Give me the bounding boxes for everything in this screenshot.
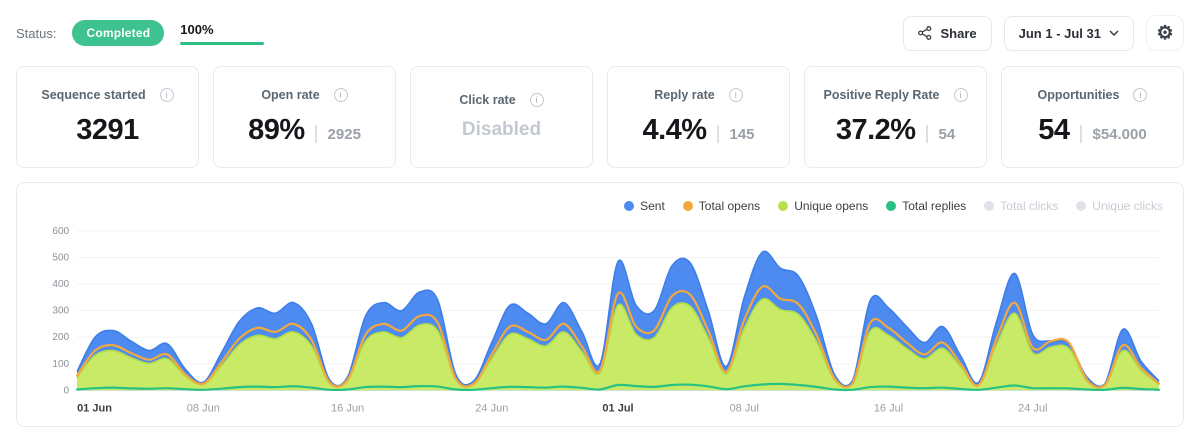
stat-title: Open rate bbox=[261, 87, 320, 102]
info-icon[interactable] bbox=[529, 93, 544, 107]
legend-item-total-clicks[interactable]: Total clicks bbox=[984, 199, 1058, 213]
settings-button[interactable] bbox=[1146, 15, 1184, 51]
y-axis-tick: 0 bbox=[64, 385, 70, 396]
progress-indicator: 100% bbox=[180, 21, 265, 45]
series-area-unique-opens bbox=[77, 298, 1159, 391]
stat-title: Positive Reply Rate bbox=[823, 87, 940, 102]
legend-item-sent[interactable]: Sent bbox=[624, 199, 665, 213]
y-axis-tick: 400 bbox=[52, 279, 69, 290]
y-axis-tick: 500 bbox=[52, 253, 69, 264]
date-range-picker[interactable]: Jun 1 - Jul 31 bbox=[1003, 15, 1134, 51]
sequence-chart: 0 100 200 300 400 500 600 01 Jun 08 Jun 16 Jun 24 … bbox=[52, 226, 1161, 414]
stat-value: 3291 bbox=[76, 113, 139, 146]
stat-secondary-value: 54 bbox=[938, 125, 956, 143]
legend-dot-total-replies bbox=[886, 201, 897, 211]
legend-dot-total-clicks bbox=[984, 201, 995, 211]
y-axis-tick: 300 bbox=[52, 306, 69, 317]
legend-label: Total opens bbox=[698, 199, 761, 213]
y-axis-tick: 100 bbox=[52, 359, 69, 370]
date-range-label: Jun 1 - Jul 31 bbox=[1018, 25, 1101, 41]
legend-dot-sent bbox=[624, 201, 635, 211]
stat-card-opportunities: Opportunities 54 | $54.000 bbox=[1001, 66, 1184, 168]
share-button-label: Share bbox=[940, 25, 977, 41]
progress-bar bbox=[180, 41, 265, 45]
y-axis-tick: 600 bbox=[52, 226, 69, 237]
x-axis-tick: 08 Jun bbox=[187, 402, 220, 414]
stat-value: 89% bbox=[248, 113, 305, 146]
chart-legend: Sent Total opens Unique opens Total replies… bbox=[33, 193, 1167, 223]
series-line-total-replies bbox=[75, 382, 1161, 392]
status-label: Status: bbox=[16, 25, 57, 41]
stat-card-sequence-started: Sequence started 3291 bbox=[16, 66, 199, 168]
info-icon[interactable] bbox=[333, 87, 348, 102]
stat-card-click-rate: Click rate Disabled bbox=[410, 66, 593, 168]
legend-label: Unique opens bbox=[794, 199, 869, 213]
legend-label: Total clicks bbox=[1000, 199, 1059, 213]
stat-secondary-value: $54.000 bbox=[1092, 125, 1147, 143]
stat-value: Disabled bbox=[461, 119, 542, 140]
x-axis-tick: 16 Jun bbox=[331, 402, 364, 414]
legend-item-unique-clicks[interactable]: Unique clicks bbox=[1076, 199, 1163, 213]
x-axis-tick: 24 Jun bbox=[475, 402, 508, 414]
chart-card: Sent Total opens Unique opens Total replies… bbox=[16, 182, 1184, 428]
stat-card-reply-rate: Reply rate 4.4% | 145 bbox=[607, 66, 790, 168]
legend-item-total-replies[interactable]: Total replies bbox=[886, 199, 966, 213]
stat-separator: | bbox=[1078, 122, 1084, 144]
y-axis-tick: 200 bbox=[52, 332, 69, 343]
series-edge-sent bbox=[76, 250, 1160, 388]
share-icon bbox=[918, 26, 932, 40]
stat-separator: | bbox=[715, 122, 721, 144]
legend-item-total-opens[interactable]: Total opens bbox=[682, 199, 761, 213]
status-badge: Completed bbox=[72, 20, 165, 46]
chevron-down-icon bbox=[1109, 30, 1119, 36]
stat-separator: | bbox=[924, 122, 930, 144]
x-axis-tick: 01 Jul bbox=[602, 402, 633, 414]
info-icon[interactable] bbox=[159, 87, 174, 102]
status-group: Status: Completed 100% bbox=[16, 20, 265, 46]
info-icon[interactable] bbox=[1133, 87, 1148, 102]
stat-title: Reply rate bbox=[654, 87, 715, 102]
x-axis-tick: 08 Jul bbox=[730, 402, 759, 414]
progress-bar-fill bbox=[180, 41, 265, 45]
stat-secondary-value: 2925 bbox=[327, 125, 361, 143]
gear-icon bbox=[1156, 24, 1173, 43]
topbar: Status: Completed 100% bbox=[16, 12, 1184, 54]
legend-item-unique-opens[interactable]: Unique opens bbox=[778, 199, 868, 213]
legend-dot-unique-opens bbox=[778, 201, 789, 211]
legend-label: Sent bbox=[640, 199, 665, 213]
stat-value: 4.4% bbox=[642, 113, 707, 146]
stat-title: Sequence started bbox=[41, 87, 146, 102]
stat-title: Click rate bbox=[459, 93, 516, 107]
stat-card-open-rate: Open rate 89% | 2925 bbox=[213, 66, 396, 168]
stat-card-positive-reply-rate: Positive Reply Rate 37.2% | 54 bbox=[804, 66, 987, 168]
share-button[interactable]: Share bbox=[903, 15, 992, 51]
legend-label: Unique clicks bbox=[1092, 199, 1163, 213]
stat-title: Opportunities bbox=[1037, 87, 1120, 102]
series-line-total-opens bbox=[75, 285, 1161, 389]
stat-value: 37.2% bbox=[835, 113, 916, 146]
progress-percent-label: 100% bbox=[180, 21, 214, 37]
info-icon[interactable] bbox=[728, 87, 743, 102]
x-axis-tick: 16 Jul bbox=[874, 402, 903, 414]
legend-dot-total-opens bbox=[682, 201, 693, 211]
x-axis-tick: 01 Jun bbox=[77, 402, 112, 414]
stat-value: 54 bbox=[1038, 113, 1070, 146]
info-icon[interactable] bbox=[953, 87, 968, 102]
stat-separator: | bbox=[313, 122, 319, 144]
legend-label: Total replies bbox=[902, 199, 967, 213]
legend-dot-unique-clicks bbox=[1076, 201, 1087, 211]
topbar-actions: Share Jun 1 - Jul 31 bbox=[903, 15, 1184, 51]
stats-row: Sequence started 3291 Open rate 89% | 29… bbox=[16, 66, 1184, 168]
x-axis-tick: 24 Jul bbox=[1018, 402, 1047, 414]
stat-secondary-value: 145 bbox=[729, 125, 755, 143]
